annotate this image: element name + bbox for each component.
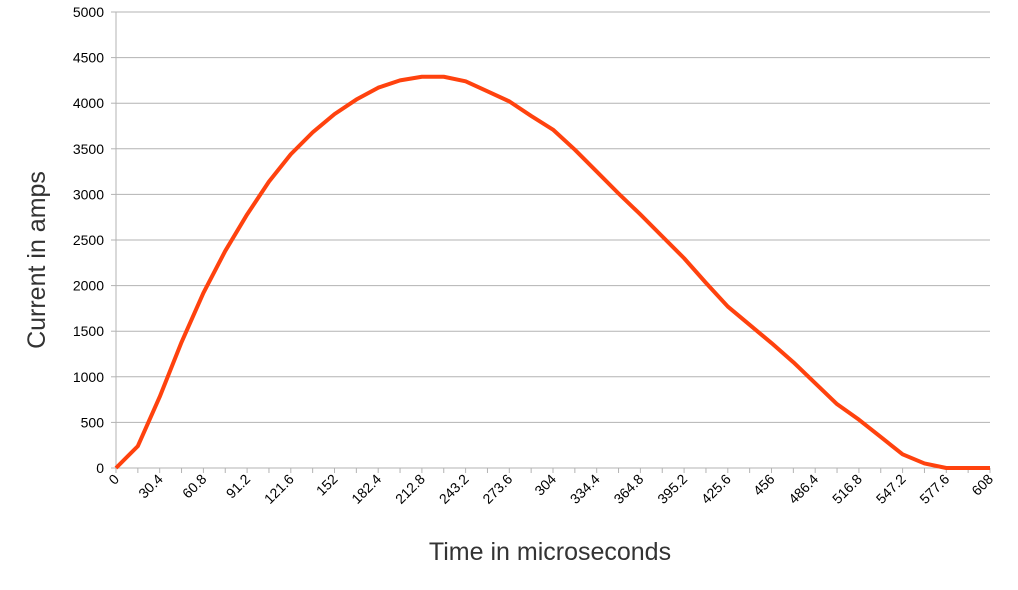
y-tick-label: 3500 [73, 141, 104, 157]
y-tick-label: 0 [96, 460, 104, 476]
x-tick-label: 547.2 [873, 471, 909, 507]
x-tick-label: 456 [750, 471, 778, 499]
y-tick-label: 2000 [73, 278, 104, 294]
x-tick-label: 182.4 [348, 471, 384, 507]
x-tick-label: 486.4 [785, 471, 821, 507]
x-tick-label: 334.4 [567, 471, 603, 507]
x-tick-label: 425.6 [698, 471, 734, 507]
x-tick-label: 243.2 [436, 471, 472, 507]
x-tick-label: 30.4 [135, 471, 166, 502]
x-tick-label: 60.8 [179, 471, 210, 502]
y-tick-label: 3000 [73, 186, 104, 202]
y-tick-label: 4000 [73, 95, 104, 111]
x-tick-label: 608 [968, 471, 996, 499]
x-tick-label: 304 [531, 471, 559, 499]
x-tick-label: 364.8 [610, 471, 646, 507]
x-tick-label: 395.2 [654, 471, 690, 507]
x-axis-title: Time in microseconds [429, 538, 671, 566]
data-line [114, 74, 990, 470]
y-tick-label: 1000 [73, 369, 104, 385]
y-axis-title: Current in amps [23, 171, 51, 349]
y-tick-label: 2500 [73, 232, 104, 248]
x-tick-label: 577.6 [916, 471, 952, 507]
x-tick-label: 212.8 [392, 471, 428, 507]
y-tick-label: 4500 [73, 50, 104, 66]
x-tick-label: 273.6 [479, 471, 515, 507]
y-tick-label: 5000 [73, 4, 104, 20]
x-tick-label: 0 [105, 471, 122, 488]
x-tick-label: 91.2 [223, 471, 254, 502]
y-tick-label: 500 [81, 414, 105, 430]
x-tick-label: 121.6 [261, 471, 297, 507]
y-tick-label: 1500 [73, 323, 104, 339]
x-tick-label: 152 [313, 471, 341, 499]
x-tick-label: 516.8 [829, 471, 865, 507]
